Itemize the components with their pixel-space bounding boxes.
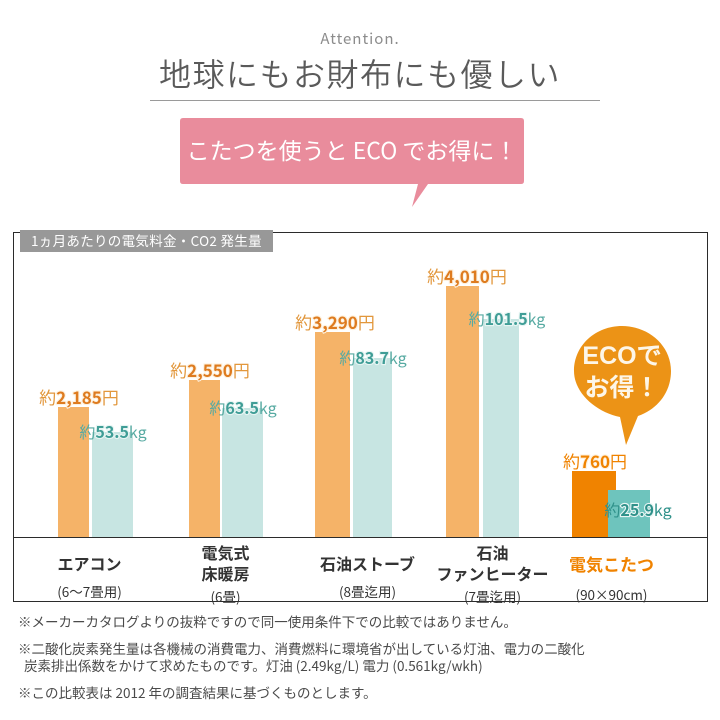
svg-text:こたつを使うと ECO でお得に！: こたつを使うと ECO でお得に！ xyxy=(187,132,518,166)
